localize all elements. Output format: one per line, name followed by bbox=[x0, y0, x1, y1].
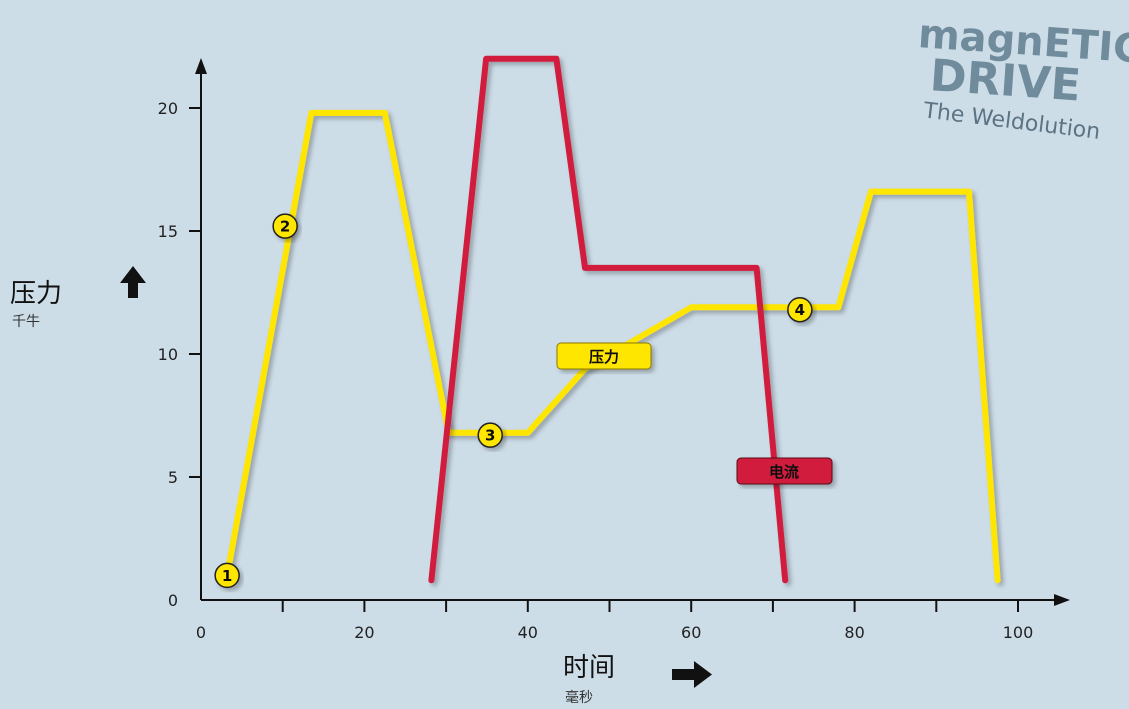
annotation-number: 3 bbox=[485, 427, 495, 445]
logo-line2: DRIVE bbox=[928, 50, 1082, 111]
y-tick-label: 0 bbox=[168, 591, 178, 610]
arrow-up-icon bbox=[120, 266, 146, 298]
series-pressure-tag: 压力 bbox=[556, 342, 652, 370]
series-current-tag-label: 电流 bbox=[769, 463, 799, 481]
annotation-badge: 1 bbox=[214, 562, 240, 589]
y-tick-label: 10 bbox=[158, 345, 178, 364]
x-axis-label: 时间 bbox=[563, 653, 615, 683]
x-axis-arrowhead bbox=[1054, 594, 1070, 606]
x-tick-label: 0 bbox=[196, 623, 206, 642]
annotation-badge: 3 bbox=[477, 422, 503, 448]
logo: magnETIC DRIVE The Weldolution bbox=[917, 11, 1129, 145]
y-axis-arrowhead bbox=[195, 58, 207, 74]
x-tick-label: 60 bbox=[681, 623, 701, 642]
annotation-badge: 4 bbox=[787, 296, 813, 323]
series-current-tag: 电流 bbox=[736, 457, 833, 485]
y-tick-label: 20 bbox=[158, 99, 178, 118]
series-current-line bbox=[428, 55, 789, 584]
annotation-number: 2 bbox=[280, 218, 290, 236]
y-ticks: 0 5 10 15 20 bbox=[158, 99, 201, 610]
y-axis-label-group: 压力 千牛 bbox=[10, 266, 146, 330]
x-tick-label: 20 bbox=[354, 623, 374, 642]
y-axis-label: 压力 bbox=[10, 279, 62, 309]
y-axis-unit: 千牛 bbox=[12, 314, 40, 330]
annotation-badge: 2 bbox=[272, 213, 298, 239]
x-axis-unit: 毫秒 bbox=[565, 689, 593, 706]
axes bbox=[195, 58, 1070, 606]
x-tick-label: 80 bbox=[844, 623, 864, 642]
series-layer bbox=[224, 55, 1001, 584]
series-pressure-tag-label: 压力 bbox=[589, 348, 619, 366]
x-axis-label-group: 时间 毫秒 bbox=[563, 653, 712, 706]
annotation-number: 4 bbox=[795, 301, 805, 319]
x-tick-label: 40 bbox=[518, 623, 538, 642]
x-tick-label: 100 bbox=[1003, 623, 1034, 642]
x-ticks: 0 20 40 60 80 100 bbox=[196, 600, 1033, 642]
y-tick-label: 15 bbox=[158, 222, 178, 241]
annotation-number: 1 bbox=[222, 567, 232, 585]
annotations-layer: 1 2 3 4 bbox=[214, 213, 813, 589]
y-tick-label: 5 bbox=[168, 468, 178, 487]
arrow-right-icon bbox=[672, 661, 712, 688]
